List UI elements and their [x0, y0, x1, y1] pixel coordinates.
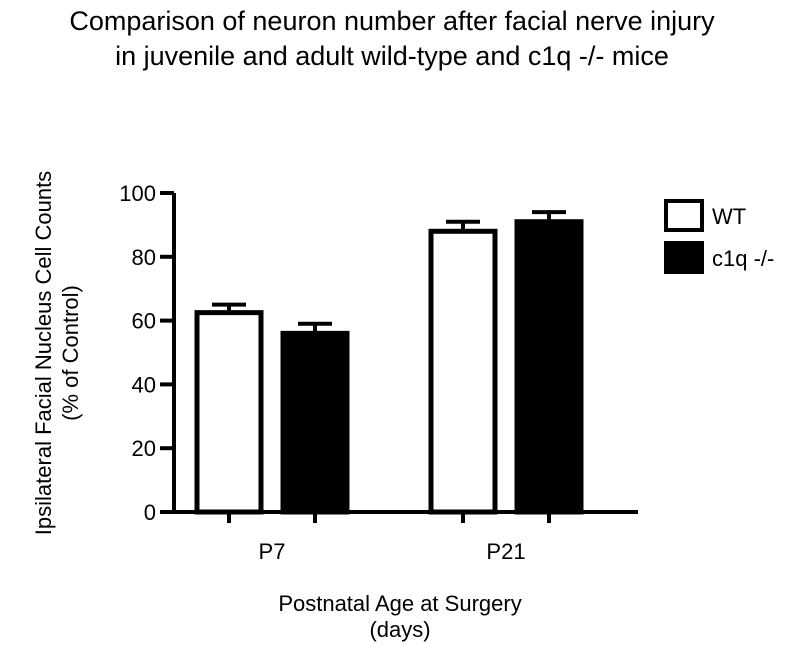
x-axis-label-line-1: Postnatal Age at Surgery: [278, 591, 521, 616]
x-axis-label-line-2: (days): [369, 617, 430, 642]
y-axis-label-line-2: (% of Control): [58, 285, 83, 421]
legend-swatch-wt: [664, 199, 704, 232]
y-tick-label: 80: [132, 245, 156, 270]
y-axis-label: Ipsilateral Facial Nucleus Cell Counts (…: [31, 171, 83, 535]
y-tick-label: 100: [119, 181, 156, 206]
bar-p7-c1q: [280, 330, 350, 515]
y-tick-label: 60: [132, 309, 156, 334]
chart-title-line-2: in juvenile and adult wild-type and c1q …: [115, 41, 669, 71]
legend-swatch-c1q: [664, 241, 704, 274]
bar-p21-c1q: [514, 219, 584, 515]
y-tick-label: 0: [144, 500, 156, 525]
y-axis-label-line-1: Ipsilateral Facial Nucleus Cell Counts: [31, 171, 56, 535]
x-axis-label: Postnatal Age at Surgery (days): [278, 591, 521, 642]
x-tick-label: P21: [486, 539, 525, 564]
x-tick-label: P7: [259, 539, 286, 564]
legend-label: c1q -/-: [712, 246, 774, 271]
legend-label: WT: [712, 204, 746, 229]
chart-title-line-1: Comparison of neuron number after facial…: [69, 6, 715, 36]
y-tick-label: 40: [132, 372, 156, 397]
plot-area: 0 20 40 60 80 100 P7 P21: [119, 181, 638, 564]
chart-title: Comparison of neuron number after facial…: [69, 6, 715, 71]
y-tick-label: 20: [132, 436, 156, 461]
legend: WT c1q -/-: [664, 199, 774, 274]
bar-p21-wt: [428, 228, 498, 515]
bar-p7-wt: [194, 310, 264, 515]
